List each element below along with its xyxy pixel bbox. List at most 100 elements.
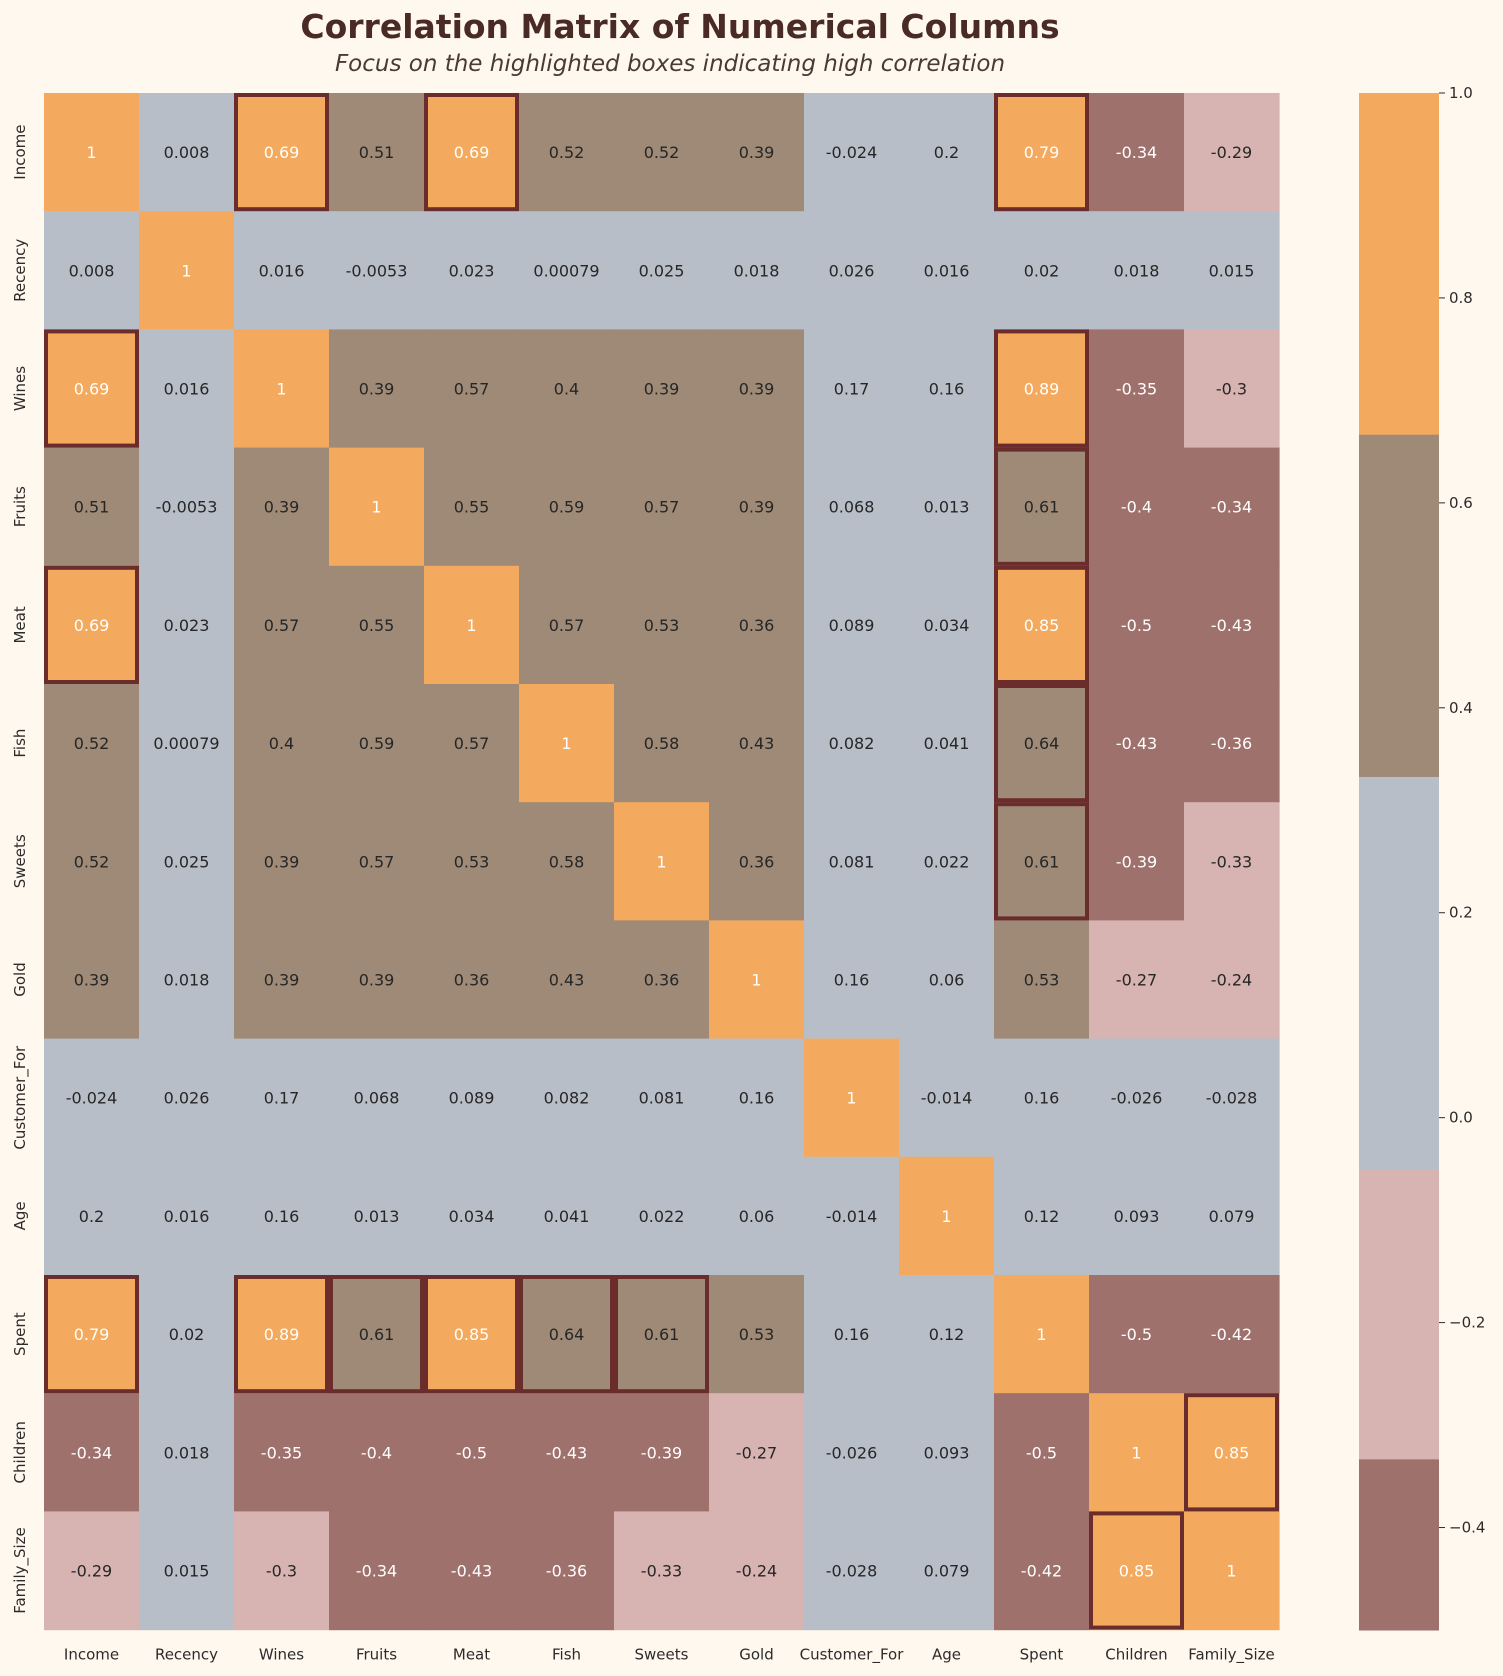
cell-value-label: 0.89 [1024, 380, 1060, 399]
x-tick-label: Meat [453, 1646, 490, 1664]
heatmap-cell [329, 447, 425, 567]
heatmap-cell [709, 1393, 805, 1512]
heatmap-cell [1089, 920, 1185, 1040]
highlight-box [994, 93, 1089, 212]
heatmap-cell [519, 684, 615, 803]
heatmap-cell [614, 802, 710, 921]
heatmap-cell [804, 1511, 900, 1631]
heatmap-cell [899, 1511, 995, 1631]
heatmap-cell [994, 565, 1090, 685]
cell-value-label: 0.022 [924, 852, 970, 871]
heatmap-cell [994, 802, 1090, 921]
heatmap-cell [424, 1275, 520, 1394]
cell-value-label: -0.43 [1116, 734, 1157, 753]
heatmap-cell [614, 920, 710, 1040]
cell-value-label: 0.025 [164, 852, 210, 871]
heatmap-cell [709, 1511, 805, 1631]
cell-value-label: 0.041 [544, 1207, 590, 1226]
heatmap-cell [709, 684, 805, 803]
cell-value-label: 0.36 [454, 971, 490, 990]
cell-value-label: 0.36 [644, 971, 680, 990]
colorbar-tick-label: −0.4 [1449, 1519, 1485, 1537]
heatmap-cell [614, 329, 710, 449]
cell-value-label: 0.53 [739, 1325, 775, 1344]
heatmap-cell [614, 1156, 710, 1276]
heatmap-cell [519, 1156, 615, 1276]
cell-value-label: 0.61 [644, 1325, 680, 1344]
cell-value-label: -0.5 [1121, 616, 1152, 635]
highlight-box [234, 1275, 329, 1394]
heatmap-cell [234, 1038, 330, 1158]
cell-value-label: 0.089 [449, 1089, 495, 1108]
cell-value-label: -0.24 [1211, 971, 1252, 990]
heatmap-cell [44, 447, 140, 567]
heatmap-cell [1184, 920, 1280, 1040]
cell-value-label: -0.29 [1211, 143, 1252, 162]
heatmap-cell [899, 1393, 995, 1512]
cell-value-label: 0.55 [454, 498, 490, 517]
colorbar-segment [1359, 434, 1439, 777]
heatmap-cell [804, 565, 900, 685]
cell-value-label: 0.16 [264, 1207, 300, 1226]
cell-value-label: -0.36 [546, 1562, 587, 1581]
heatmap-cell [994, 1275, 1090, 1394]
heatmap-cell [994, 1038, 1090, 1158]
heatmap-cell [234, 329, 330, 449]
heatmap-cell [44, 93, 140, 212]
cell-value-label: 0.2 [79, 1207, 104, 1226]
heatmap-cell [614, 1038, 710, 1158]
heatmap-cell [329, 1511, 425, 1631]
cell-value-label: 0.02 [1024, 261, 1060, 280]
heatmap-cell [1184, 684, 1280, 803]
heatmap-cell [804, 684, 900, 803]
cell-value-label: 1 [276, 380, 286, 399]
cell-value-label: 0.57 [454, 734, 490, 753]
cell-value-label: 0.51 [359, 143, 395, 162]
cell-value-label: 0.89 [264, 1325, 300, 1344]
heatmap-cell [44, 211, 140, 330]
cell-value-label: 1 [941, 1207, 951, 1226]
cell-value-label: 0.52 [74, 734, 110, 753]
cell-value-label: 0.081 [639, 1089, 685, 1108]
y-axis-ticks: Income Recency Wines Fruits Meat Fish Sweets Go… [11, 124, 30, 1613]
heatmap-cell [1089, 1275, 1185, 1394]
highlight-box [994, 684, 1089, 803]
heatmap-cell [44, 565, 140, 685]
heatmap-cell [519, 329, 615, 449]
cell-value-label: -0.34 [1211, 498, 1252, 517]
cell-value-label: 1 [656, 852, 666, 871]
heatmap-cell [329, 802, 425, 921]
heatmap-cell [424, 565, 520, 685]
highlight-box [329, 1275, 424, 1394]
heatmap-cell [424, 93, 520, 212]
heatmap-cell [139, 1511, 235, 1631]
x-tick-label: Recency [155, 1646, 218, 1664]
heatmap-cell [234, 684, 330, 803]
heatmap-cell [614, 211, 710, 330]
heatmap-cell [329, 1393, 425, 1512]
cell-value-label: 0.082 [544, 1089, 590, 1108]
cell-value-label: 0.068 [829, 498, 875, 517]
cell-value-label: -0.026 [826, 1443, 878, 1462]
x-tick-label: Age [932, 1646, 961, 1664]
heatmap-cell [139, 1156, 235, 1276]
heatmap-cell [329, 1156, 425, 1276]
cell-value-label: 0.081 [829, 852, 875, 871]
cell-value-label: 0.58 [549, 852, 585, 871]
cell-value-label: 0.12 [1024, 1207, 1060, 1226]
cell-value-label: 0.43 [549, 971, 585, 990]
cell-value-label: 0.00079 [533, 261, 599, 280]
cell-value-label: 0.17 [834, 380, 870, 399]
cell-value-label: 0.018 [164, 971, 210, 990]
heatmap-cell [44, 802, 140, 921]
heatmap-cell [899, 1275, 995, 1394]
cell-value-label: 0.57 [454, 380, 490, 399]
x-tick-label: Sweets [635, 1646, 689, 1664]
cell-value-label: 0.018 [1114, 261, 1160, 280]
cell-value-label: -0.33 [641, 1562, 682, 1581]
heatmap-cell [329, 329, 425, 449]
cell-value-label: 0.4 [554, 380, 579, 399]
heatmap-cell [234, 565, 330, 685]
cell-value-label: 0.093 [924, 1443, 970, 1462]
cell-value-label: 0.39 [74, 971, 110, 990]
